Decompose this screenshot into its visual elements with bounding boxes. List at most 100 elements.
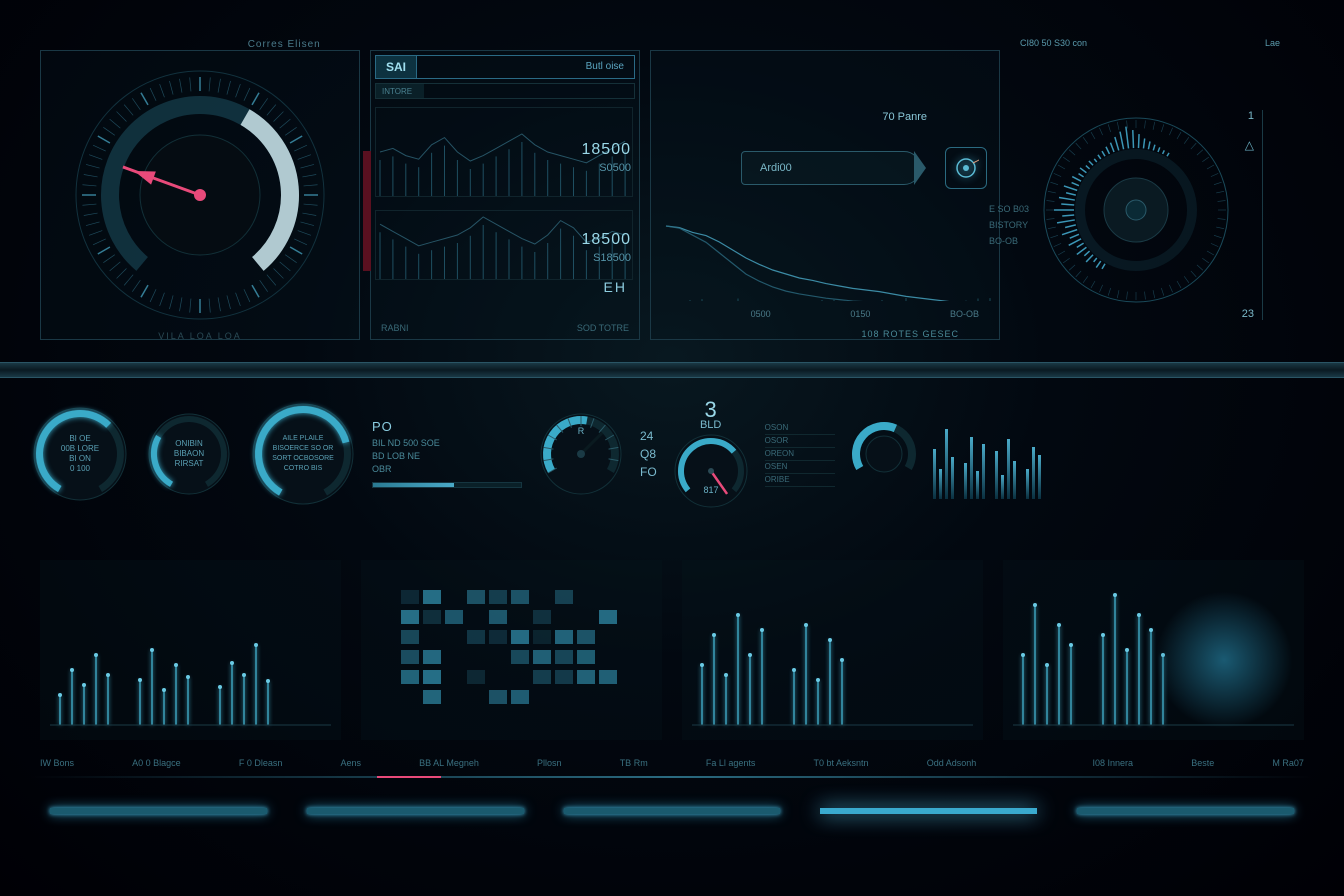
svg-text:817: 817: [703, 485, 718, 495]
main-gauge-panel: Corres Elisen VILA LOA LOA: [40, 50, 360, 340]
main-gauge-header: Corres Elisen: [248, 39, 321, 50]
glow-bars: [0, 798, 1344, 828]
target-button[interactable]: [945, 147, 987, 189]
glow-bar: [307, 808, 524, 814]
footer-label: Pllosn: [537, 758, 562, 768]
footer-left: RABNI: [381, 323, 409, 333]
bld-label: BLD: [700, 419, 721, 431]
info-title: 70 Panre: [882, 111, 927, 123]
bottom-chart-a: [40, 560, 341, 740]
footer-label: Odd Adsonh: [927, 758, 977, 768]
right-header-left: CI80 50 S30 con: [1020, 38, 1087, 48]
stat-block: PO BIL ND 500 SOE BD LOB NE OBR: [372, 420, 522, 488]
stat-title: PO: [372, 420, 522, 433]
bar: [982, 444, 985, 499]
xtick: 0150: [850, 309, 870, 319]
info-line-chart: [661, 221, 991, 301]
main-gauge-footer: VILA LOA LOA: [158, 331, 242, 341]
info-xaxis: 0500 0150 BO-OB: [671, 309, 979, 319]
mini-gauge-b-text: ONIBINBIBAONRIRSAT: [144, 409, 234, 499]
bottom-chart-d: [1003, 560, 1304, 740]
bar: [964, 463, 967, 499]
stat-line: BIL ND 500 SOE: [372, 437, 522, 450]
num-3: FO: [640, 463, 657, 481]
xtick: BO-OB: [950, 309, 979, 319]
footer-label: F 0 Dleasn: [239, 758, 283, 768]
bar: [1038, 455, 1041, 499]
divider-bar: [0, 362, 1344, 378]
readouts-2: 18500 S18500: [582, 231, 632, 267]
stat-row: OSON: [765, 422, 835, 435]
readouts-1: 18500 S0500: [582, 141, 632, 177]
bar: [933, 449, 936, 499]
footer-label: I08 Innera: [1093, 758, 1134, 768]
readout-2a: 18500: [582, 231, 632, 249]
bottom-chart-b: [361, 560, 662, 740]
bar: [945, 429, 948, 499]
stat-row: OREON: [765, 448, 835, 461]
vertical-scale: 1 △ 23: [1262, 110, 1282, 320]
progress-bar: [372, 482, 522, 488]
bar: [970, 437, 973, 499]
footer-label: M Ra07: [1272, 758, 1304, 768]
data-panel: SAI Butl oise INTORE 18500 S0500 18500 S…: [370, 50, 640, 340]
bar-group: [995, 439, 1016, 499]
footer-label: A0 0 Blagce: [132, 758, 181, 768]
data-row-1: INTORE: [375, 83, 635, 99]
bar: [1026, 469, 1029, 499]
footer-labels: IW BonsA0 0 BlagceF 0 DleasnAensBB AL Me…: [40, 758, 1304, 768]
footer-label: Beste: [1191, 758, 1214, 768]
footer-label: Aens: [341, 758, 362, 768]
main-gauge: [70, 65, 330, 325]
readout-1a: 18500: [582, 141, 632, 159]
glow-bar: [820, 808, 1037, 814]
bar: [939, 469, 942, 499]
info-panel: 70 Panre Ardi00 0500 0150 BO-OB 108 ROTE…: [650, 50, 1000, 340]
footer-right: SOD TOTRE: [577, 323, 629, 333]
footer-label: T0 bt Aeksntn: [814, 758, 869, 768]
el-label: EH: [604, 279, 627, 295]
mini-gauge-a-text: BI OE00B LORE BI ON0 100: [30, 404, 130, 504]
bar: [1013, 461, 1016, 499]
top-row: Corres Elisen VILA LOA LOA SAI Butl oise…: [40, 50, 1304, 340]
pill-label: Ardi00: [760, 162, 792, 174]
footer-label: TB Rm: [620, 758, 648, 768]
glow-bar: [50, 808, 267, 814]
right-gauge-panel: CI80 50 S30 con Lae 1 △ 23: [1010, 50, 1290, 340]
mid-strip: BI OE00B LORE BI ON0 100 ONIBINBIBAONRIR…: [30, 384, 1314, 524]
right-header: CI80 50 S30 con Lae: [1020, 38, 1280, 48]
stat-line: OBR: [372, 463, 522, 476]
footer-label: Fa Ll agents: [706, 758, 756, 768]
data-panel-title: SAI: [376, 56, 417, 78]
scale-bottom: 23: [1242, 308, 1254, 320]
bottom-chart-c: [682, 560, 983, 740]
glow-bar: [1077, 808, 1294, 814]
footer-label: IW Bons: [40, 758, 74, 768]
bar-groups: [933, 409, 1041, 499]
stat-line: BD LOB NE: [372, 450, 522, 463]
bar-group: [964, 437, 985, 499]
stat-row: ORIBE: [765, 474, 835, 487]
stat-row: OSOR: [765, 435, 835, 448]
right-gauge: [1031, 105, 1241, 315]
mini-gauge-c: AILE PLAILEBISOERCE SO OR SORT OCBOSOREC…: [248, 399, 358, 509]
bar: [995, 451, 998, 499]
data-panel-subtitle: Butl oise: [417, 56, 634, 78]
half-gauge: [849, 419, 919, 489]
num-1: 24: [640, 427, 657, 445]
num-2: Q8: [640, 445, 657, 463]
info-pill[interactable]: Ardi00: [741, 151, 921, 185]
number-column: 24 Q8 FO: [640, 427, 657, 481]
bar: [1001, 475, 1004, 499]
data-panel-header: SAI Butl oise: [375, 55, 635, 79]
bar: [1032, 447, 1035, 499]
bar: [951, 457, 954, 499]
stat-row: OSEN: [765, 461, 835, 474]
triangle-icon: △: [1245, 138, 1254, 152]
mini-gauge-c-text: AILE PLAILEBISOERCE SO OR SORT OCBOSOREC…: [248, 399, 358, 509]
stat-list: OSONOSOROREONOSENORIBE: [765, 422, 835, 487]
info-footer: 108 ROTES GESEC: [861, 329, 959, 339]
mini-gauge-a: BI OE00B LORE BI ON0 100: [30, 404, 130, 504]
dial-e: 817: [671, 431, 751, 511]
glow-bar: [564, 808, 781, 814]
